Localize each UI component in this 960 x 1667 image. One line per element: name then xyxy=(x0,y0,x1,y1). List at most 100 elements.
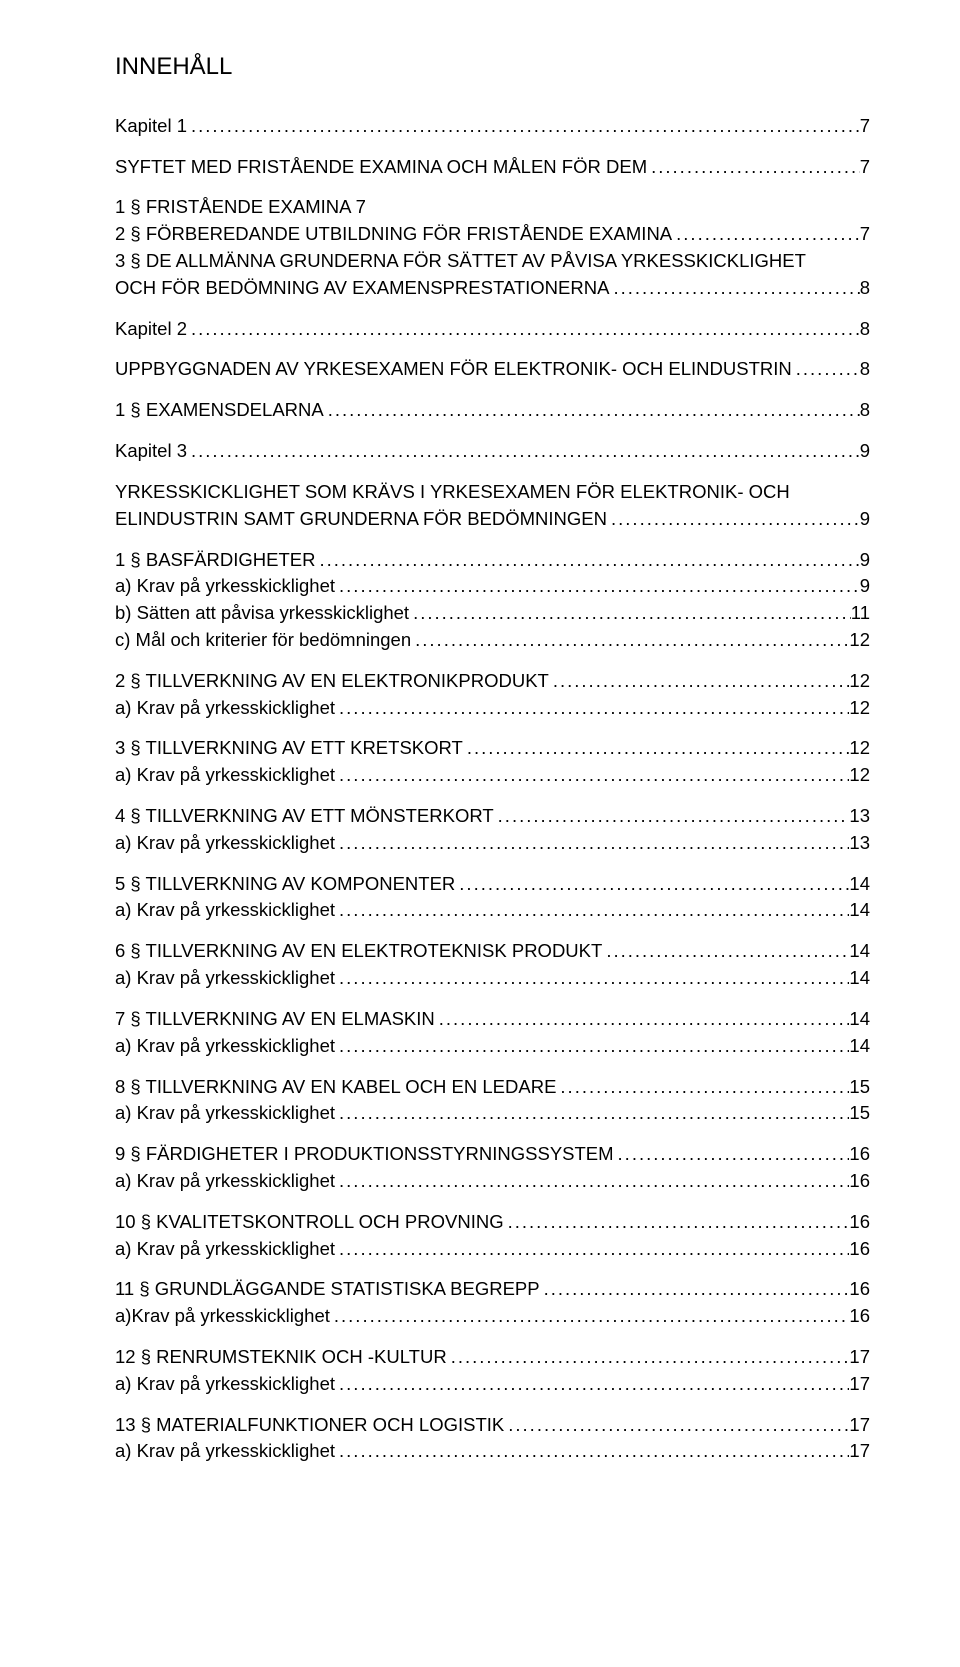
toc-entry-page: 9 xyxy=(860,506,870,533)
toc-entry-label: YRKESSKICKLIGHET SOM KRÄVS I YRKESEXAMEN… xyxy=(115,479,790,506)
toc-leader-dots: ........................................… xyxy=(504,1209,850,1236)
toc-leader-dots: ........................................… xyxy=(335,1438,849,1465)
toc-entry-label: a) Krav på yrkesskicklighet xyxy=(115,1100,335,1127)
toc-entry-label: Kapitel 2 xyxy=(115,316,187,343)
toc-entry[interactable]: a) Krav på yrkesskicklighet.............… xyxy=(115,1168,870,1195)
toc-entry-label: 10 § KVALITETSKONTROLL OCH PROVNING xyxy=(115,1209,504,1236)
toc-entry-page: 14 xyxy=(849,1033,870,1060)
toc-leader-dots: ........................................… xyxy=(335,897,849,924)
toc-entry[interactable]: a) Krav på yrkesskicklighet.............… xyxy=(115,1371,870,1398)
toc-entry[interactable]: a) Krav på yrkesskicklighet.............… xyxy=(115,695,870,722)
toc-entry[interactable]: UPPBYGGNADEN AV YRKESEXAMEN FÖR ELEKTRON… xyxy=(115,356,870,383)
toc-leader-dots: ........................................… xyxy=(447,1344,850,1371)
toc-entry-page: 16 xyxy=(849,1209,870,1236)
toc-entry[interactable]: 3 § TILLVERKNING AV ETT KRETSKORT.......… xyxy=(115,735,870,762)
toc-leader-dots: ........................................… xyxy=(187,316,860,343)
toc-leader-dots: ........................................… xyxy=(335,1168,849,1195)
toc-leader-dots: ........................................… xyxy=(335,965,849,992)
toc-entry[interactable]: Kapitel 1...............................… xyxy=(115,113,870,140)
toc-entry-page: 8 xyxy=(860,356,870,383)
toc-entry-label: Kapitel 3 xyxy=(115,438,187,465)
toc-leader-dots: ........................................… xyxy=(609,275,859,302)
toc-entry[interactable]: YRKESSKICKLIGHET SOM KRÄVS I YRKESEXAMEN… xyxy=(115,479,870,506)
toc-entry-label: b) Sätten att påvisa yrkesskicklighet xyxy=(115,600,409,627)
toc-leader-dots: ........................................… xyxy=(335,573,860,600)
toc-entry-page: 15 xyxy=(849,1074,870,1101)
toc-leader-dots: ........................................… xyxy=(556,1074,849,1101)
toc-entry[interactable]: 13 § MATERIALFUNKTIONER OCH LOGISTIK....… xyxy=(115,1412,870,1439)
toc-leader-dots: ........................................… xyxy=(549,668,850,695)
toc-entry[interactable]: c) Mål och kriterier för bedömningen....… xyxy=(115,627,870,654)
toc-leader-dots: ........................................… xyxy=(463,735,850,762)
toc-entry-label: 1 § EXAMENSDELARNA xyxy=(115,397,324,424)
toc-entry[interactable]: a) Krav på yrkesskicklighet.............… xyxy=(115,1033,870,1060)
toc-leader-dots: ........................................… xyxy=(187,438,860,465)
toc-entry[interactable]: 7 § TILLVERKNING AV EN ELMASKIN.........… xyxy=(115,1006,870,1033)
toc-leader-dots: ........................................… xyxy=(614,1141,850,1168)
toc-entry[interactable]: a) Krav på yrkesskicklighet.............… xyxy=(115,830,870,857)
toc-entry[interactable]: a) Krav på yrkesskicklighet.............… xyxy=(115,1100,870,1127)
toc-entry-label: a) Krav på yrkesskicklighet xyxy=(115,830,335,857)
toc-leader-dots: ........................................… xyxy=(494,803,850,830)
toc-entry[interactable]: 1 § BASFÄRDIGHETER......................… xyxy=(115,547,870,574)
toc-entry[interactable]: 1 § FRISTÅENDE EXAMINA 7................… xyxy=(115,194,870,221)
toc-entry[interactable]: a) Krav på yrkesskicklighet.............… xyxy=(115,762,870,789)
toc-entry[interactable]: a) Krav på yrkesskicklighet.............… xyxy=(115,965,870,992)
toc-entry[interactable]: a) Krav på yrkesskicklighet.............… xyxy=(115,573,870,600)
toc-leader-dots: ........................................… xyxy=(672,221,860,248)
toc-entry-page: 17 xyxy=(849,1412,870,1439)
toc-entry[interactable]: 4 § TILLVERKNING AV ETT MÖNSTERKORT.....… xyxy=(115,803,870,830)
toc-entry-page: 17 xyxy=(849,1438,870,1465)
toc-entry-label: 13 § MATERIALFUNKTIONER OCH LOGISTIK xyxy=(115,1412,504,1439)
toc-entry[interactable]: b) Sätten att påvisa yrkesskicklighet...… xyxy=(115,600,870,627)
toc-leader-dots: ........................................… xyxy=(647,154,860,181)
toc-entry-page: 12 xyxy=(849,695,870,722)
toc-entry[interactable]: a) Krav på yrkesskicklighet.............… xyxy=(115,1438,870,1465)
toc-entry[interactable]: 10 § KVALITETSKONTROLL OCH PROVNING.....… xyxy=(115,1209,870,1236)
toc-entry-label: a) Krav på yrkesskicklighet xyxy=(115,897,335,924)
toc-entry[interactable]: a) Krav på yrkesskicklighet.............… xyxy=(115,897,870,924)
toc-entry[interactable]: 8 § TILLVERKNING AV EN KABEL OCH EN LEDA… xyxy=(115,1074,870,1101)
document-title: INNEHÅLL xyxy=(115,50,870,85)
toc-entry[interactable]: 2 § TILLVERKNING AV EN ELEKTRONIKPRODUKT… xyxy=(115,668,870,695)
toc-entry-label: 12 § RENRUMSTEKNIK OCH -KULTUR xyxy=(115,1344,447,1371)
toc-entry[interactable]: a)Krav på yrkesskicklighet..............… xyxy=(115,1303,870,1330)
toc-entry-label: 3 § TILLVERKNING AV ETT KRETSKORT xyxy=(115,735,463,762)
toc-entry-label: c) Mål och kriterier för bedömningen xyxy=(115,627,411,654)
toc-entry-page: 13 xyxy=(849,803,870,830)
toc-entry[interactable]: 12 § RENRUMSTEKNIK OCH -KULTUR..........… xyxy=(115,1344,870,1371)
table-of-contents: Kapitel 1...............................… xyxy=(115,113,870,1466)
toc-entry[interactable]: OCH FÖR BEDÖMNING AV EXAMENSPRESTATIONER… xyxy=(115,275,870,302)
toc-entry-page: 7 xyxy=(860,113,870,140)
toc-entry[interactable]: 3 § DE ALLMÄNNA GRUNDERNA FÖR SÄTTET AV … xyxy=(115,248,870,275)
toc-entry-page: 14 xyxy=(849,871,870,898)
toc-entry-page: 12 xyxy=(849,668,870,695)
toc-entry-label: UPPBYGGNADEN AV YRKESEXAMEN FÖR ELEKTRON… xyxy=(115,356,792,383)
toc-leader-dots: ........................................… xyxy=(335,1371,849,1398)
toc-entry[interactable]: SYFTET MED FRISTÅENDE EXAMINA OCH MÅLEN … xyxy=(115,154,870,181)
toc-entry-page: 13 xyxy=(849,830,870,857)
toc-entry[interactable]: Kapitel 2...............................… xyxy=(115,316,870,343)
toc-entry[interactable]: 9 § FÄRDIGHETER I PRODUKTIONSSTYRNINGSSY… xyxy=(115,1141,870,1168)
toc-entry-page: 12 xyxy=(849,735,870,762)
toc-entry-label: 1 § BASFÄRDIGHETER xyxy=(115,547,315,574)
toc-entry[interactable]: 6 § TILLVERKNING AV EN ELEKTROTEKNISK PR… xyxy=(115,938,870,965)
toc-entry-label: a) Krav på yrkesskicklighet xyxy=(115,762,335,789)
toc-entry[interactable]: 5 § TILLVERKNING AV KOMPONENTER.........… xyxy=(115,871,870,898)
toc-entry[interactable]: Kapitel 3...............................… xyxy=(115,438,870,465)
toc-entry[interactable]: 11 § GRUNDLÄGGANDE STATISTISKA BEGREPP..… xyxy=(115,1276,870,1303)
toc-entry-label: Kapitel 1 xyxy=(115,113,187,140)
toc-entry-page: 8 xyxy=(860,397,870,424)
toc-entry-page: 16 xyxy=(849,1168,870,1195)
toc-entry-label: 2 § TILLVERKNING AV EN ELEKTRONIKPRODUKT xyxy=(115,668,549,695)
toc-entry[interactable]: 1 § EXAMENSDELARNA......................… xyxy=(115,397,870,424)
toc-entry[interactable]: ELINDUSTRIN SAMT GRUNDERNA FÖR BEDÖMNING… xyxy=(115,506,870,533)
toc-entry-page: 16 xyxy=(849,1276,870,1303)
toc-entry-label: 6 § TILLVERKNING AV EN ELEKTROTEKNISK PR… xyxy=(115,938,602,965)
toc-entry-label: a) Krav på yrkesskicklighet xyxy=(115,1438,335,1465)
toc-entry-page: 8 xyxy=(860,316,870,343)
toc-entry-page: 9 xyxy=(860,573,870,600)
toc-entry[interactable]: 2 § FÖRBEREDANDE UTBILDNING FÖR FRISTÅEN… xyxy=(115,221,870,248)
toc-entry[interactable]: a) Krav på yrkesskicklighet.............… xyxy=(115,1236,870,1263)
toc-leader-dots: ........................................… xyxy=(335,695,849,722)
